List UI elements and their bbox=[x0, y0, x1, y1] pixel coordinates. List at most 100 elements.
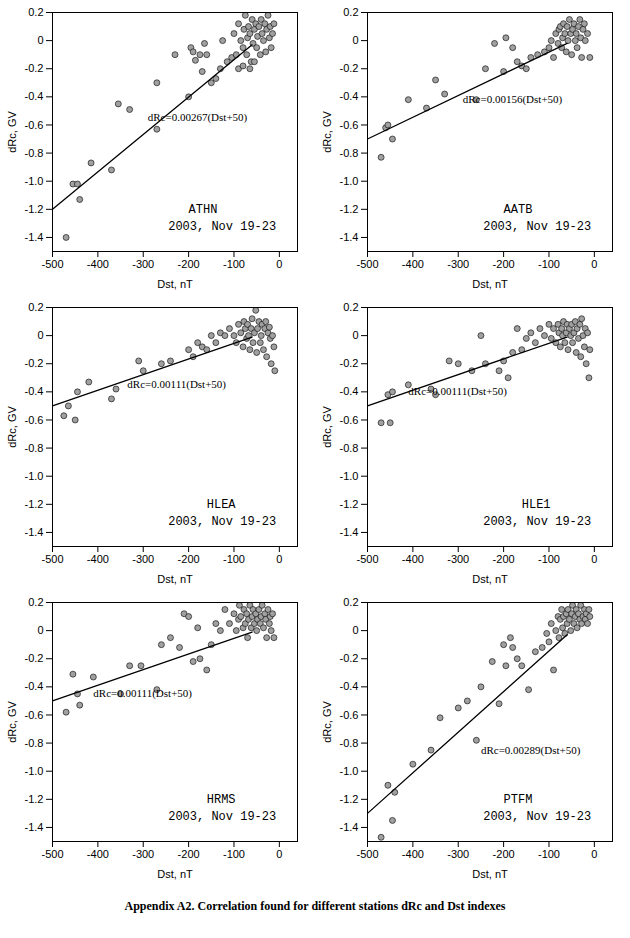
svg-text:-0.4: -0.4 bbox=[340, 385, 359, 397]
svg-text:dRc, GV: dRc, GV bbox=[6, 701, 18, 743]
svg-text:dRc, GV: dRc, GV bbox=[321, 701, 333, 743]
svg-text:dRc=0.00111(Dst+50): dRc=0.00111(Dst+50) bbox=[408, 385, 507, 398]
svg-text:-100: -100 bbox=[538, 848, 560, 860]
svg-text:0.2: 0.2 bbox=[28, 596, 43, 608]
svg-text:HRMS: HRMS bbox=[207, 793, 236, 807]
svg-text:-0.8: -0.8 bbox=[340, 442, 359, 454]
svg-text:dRc=0.00267(Dst+50): dRc=0.00267(Dst+50) bbox=[148, 111, 248, 124]
svg-text:-300: -300 bbox=[447, 553, 469, 565]
svg-text:2003, Nov 19-23: 2003, Nov 19-23 bbox=[168, 515, 276, 529]
svg-text:-1.2: -1.2 bbox=[340, 203, 359, 215]
svg-text:0: 0 bbox=[37, 329, 43, 341]
svg-text:0: 0 bbox=[352, 329, 358, 341]
svg-text:-0.2: -0.2 bbox=[25, 62, 44, 74]
svg-text:-0.6: -0.6 bbox=[25, 118, 44, 130]
svg-text:-200: -200 bbox=[178, 553, 200, 565]
svg-text:PTFM: PTFM bbox=[504, 793, 533, 807]
svg-text:0: 0 bbox=[37, 624, 43, 636]
svg-text:-1.2: -1.2 bbox=[340, 793, 359, 805]
svg-text:Dst, nT: Dst, nT bbox=[472, 278, 508, 290]
svg-text:-1.0: -1.0 bbox=[25, 765, 44, 777]
svg-text:-300: -300 bbox=[132, 848, 154, 860]
svg-text:-0.4: -0.4 bbox=[25, 680, 44, 692]
svg-text:-400: -400 bbox=[402, 848, 424, 860]
svg-text:-500: -500 bbox=[41, 553, 63, 565]
svg-text:-200: -200 bbox=[493, 848, 515, 860]
svg-text:Dst, nT: Dst, nT bbox=[157, 868, 193, 880]
svg-text:-1.4: -1.4 bbox=[25, 526, 44, 538]
svg-text:-0.8: -0.8 bbox=[25, 147, 44, 159]
svg-text:HLE1: HLE1 bbox=[522, 498, 551, 512]
svg-text:dRc, GV: dRc, GV bbox=[321, 111, 333, 153]
svg-text:-0.4: -0.4 bbox=[25, 385, 44, 397]
svg-text:-0.6: -0.6 bbox=[25, 413, 44, 425]
svg-text:-0.6: -0.6 bbox=[25, 708, 44, 720]
svg-text:2003, Nov 19-23: 2003, Nov 19-23 bbox=[483, 220, 591, 234]
svg-text:0.2: 0.2 bbox=[28, 301, 43, 313]
svg-text:-0.2: -0.2 bbox=[340, 62, 359, 74]
svg-text:0: 0 bbox=[591, 848, 597, 860]
svg-text:dRc=0.00111(Dst+50): dRc=0.00111(Dst+50) bbox=[127, 378, 226, 391]
svg-text:dRc=0.00156(Dst+50): dRc=0.00156(Dst+50) bbox=[463, 93, 563, 106]
svg-text:-400: -400 bbox=[402, 553, 424, 565]
svg-text:-1.4: -1.4 bbox=[340, 821, 359, 833]
svg-text:-0.4: -0.4 bbox=[340, 680, 359, 692]
svg-text:-1.4: -1.4 bbox=[25, 231, 44, 243]
svg-text:-0.2: -0.2 bbox=[25, 357, 44, 369]
svg-text:-0.6: -0.6 bbox=[340, 708, 359, 720]
svg-text:-300: -300 bbox=[447, 258, 469, 270]
svg-text:-100: -100 bbox=[223, 258, 245, 270]
svg-text:-500: -500 bbox=[356, 258, 378, 270]
svg-text:0: 0 bbox=[276, 553, 282, 565]
svg-text:-100: -100 bbox=[223, 848, 245, 860]
svg-text:0: 0 bbox=[276, 258, 282, 270]
svg-text:-1.4: -1.4 bbox=[340, 526, 359, 538]
svg-text:0: 0 bbox=[276, 848, 282, 860]
svg-text:0: 0 bbox=[352, 34, 358, 46]
svg-text:-1.2: -1.2 bbox=[25, 203, 44, 215]
svg-text:-0.6: -0.6 bbox=[340, 118, 359, 130]
svg-text:Dst, nT: Dst, nT bbox=[157, 278, 193, 290]
svg-text:-0.4: -0.4 bbox=[25, 90, 44, 102]
svg-text:-0.2: -0.2 bbox=[340, 357, 359, 369]
svg-text:Dst, nT: Dst, nT bbox=[157, 573, 193, 585]
svg-text:-100: -100 bbox=[223, 553, 245, 565]
svg-text:-0.8: -0.8 bbox=[340, 737, 359, 749]
svg-text:-1.0: -1.0 bbox=[340, 765, 359, 777]
svg-text:-500: -500 bbox=[356, 553, 378, 565]
svg-text:-200: -200 bbox=[493, 258, 515, 270]
svg-text:-1.2: -1.2 bbox=[340, 498, 359, 510]
svg-text:-1.2: -1.2 bbox=[25, 793, 44, 805]
svg-text:-0.2: -0.2 bbox=[340, 652, 359, 664]
svg-text:-0.8: -0.8 bbox=[25, 442, 44, 454]
svg-text:0: 0 bbox=[352, 624, 358, 636]
svg-text:-400: -400 bbox=[87, 258, 109, 270]
svg-text:-0.8: -0.8 bbox=[25, 737, 44, 749]
svg-text:0: 0 bbox=[591, 258, 597, 270]
svg-text:-200: -200 bbox=[178, 258, 200, 270]
svg-text:0.2: 0.2 bbox=[343, 301, 358, 313]
svg-text:dRc=0.00289(Dst+50): dRc=0.00289(Dst+50) bbox=[481, 744, 581, 757]
svg-text:-500: -500 bbox=[41, 258, 63, 270]
svg-text:0.2: 0.2 bbox=[28, 6, 43, 18]
svg-text:-0.6: -0.6 bbox=[340, 413, 359, 425]
svg-text:-1.2: -1.2 bbox=[25, 498, 44, 510]
svg-text:0: 0 bbox=[591, 553, 597, 565]
svg-text:-1.0: -1.0 bbox=[340, 175, 359, 187]
svg-text:2003, Nov 19-23: 2003, Nov 19-23 bbox=[168, 810, 276, 824]
svg-text:-0.2: -0.2 bbox=[25, 652, 44, 664]
svg-text:0: 0 bbox=[37, 34, 43, 46]
svg-text:-400: -400 bbox=[87, 553, 109, 565]
svg-text:-0.8: -0.8 bbox=[340, 147, 359, 159]
svg-text:-1.4: -1.4 bbox=[340, 231, 359, 243]
svg-text:dRc, GV: dRc, GV bbox=[321, 406, 333, 448]
svg-text:-400: -400 bbox=[87, 848, 109, 860]
svg-text:0.2: 0.2 bbox=[343, 596, 358, 608]
svg-text:0.2: 0.2 bbox=[343, 6, 358, 18]
svg-text:ATHN: ATHN bbox=[189, 203, 218, 217]
svg-text:-1.0: -1.0 bbox=[25, 175, 44, 187]
svg-text:-300: -300 bbox=[132, 258, 154, 270]
svg-text:-300: -300 bbox=[132, 553, 154, 565]
svg-text:2003, Nov 19-23: 2003, Nov 19-23 bbox=[483, 515, 591, 529]
svg-text:-1.0: -1.0 bbox=[340, 470, 359, 482]
